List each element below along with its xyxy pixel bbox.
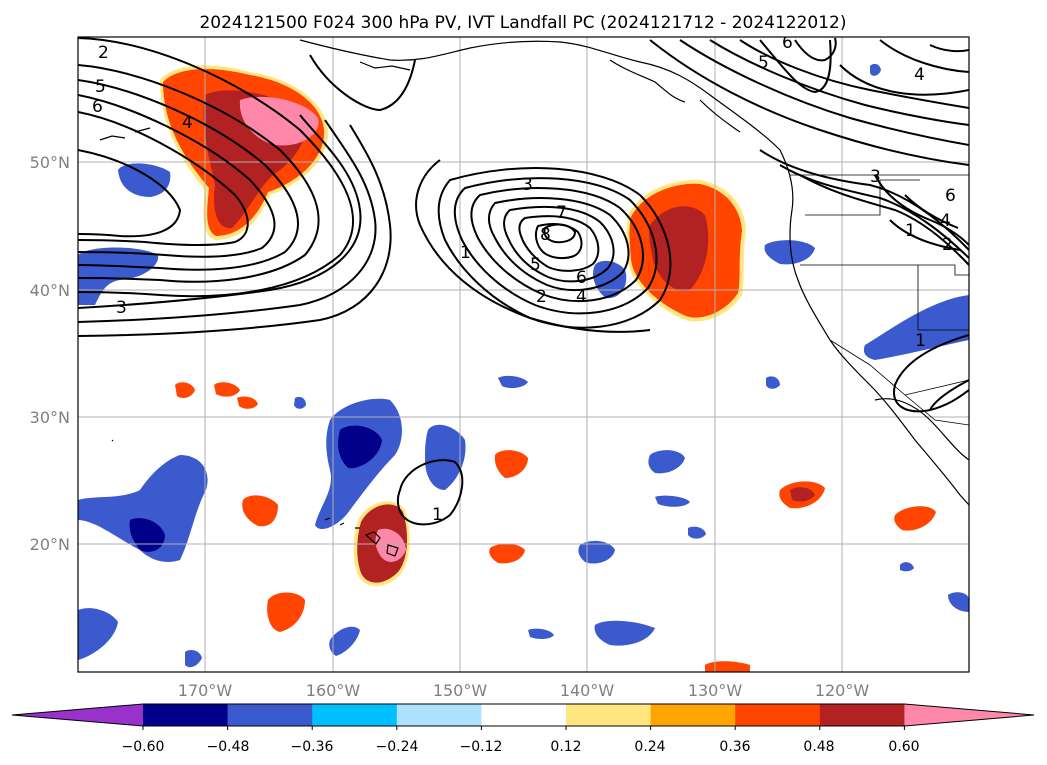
colorbar-tick-label: −0.24 xyxy=(376,739,419,755)
contour-label: 1 xyxy=(460,243,471,263)
colorbar-segment xyxy=(312,704,398,726)
lon-label: 130°W xyxy=(688,681,743,700)
graticule xyxy=(78,37,969,672)
contour-label-group: 2 5 6 4 3 3 7 8 1 5 6 2 4 1 6 5 4 6 4 2 … xyxy=(92,33,956,525)
lon-label: 160°W xyxy=(306,681,361,700)
longitude-labels: 170°W 160°W 150°W 140°W 130°W 120°W xyxy=(178,681,870,700)
lon-label: 170°W xyxy=(178,681,233,700)
lat-label: 30°N xyxy=(30,408,70,427)
figure-title: 2024121500 F024 300 hPa PV, IVT Landfall… xyxy=(199,13,846,33)
contour-label: 4 xyxy=(914,65,925,85)
colorbar-segment xyxy=(566,704,652,726)
contour-label: 1 xyxy=(432,505,443,525)
latitude-labels: 50°N 40°N 30°N 20°N xyxy=(30,153,70,554)
colorbar-segment xyxy=(735,704,821,726)
colorbar xyxy=(11,703,1035,730)
lon-label: 140°W xyxy=(560,681,615,700)
colorbar-tick-label: −0.36 xyxy=(291,739,334,755)
contour-label: 1 xyxy=(915,331,926,351)
lat-label: 40°N xyxy=(30,281,70,300)
lon-label: 120°W xyxy=(815,681,870,700)
contour-label: 4 xyxy=(576,287,587,307)
contour-label: 6 xyxy=(576,268,587,288)
contour-label: 2 xyxy=(536,287,547,307)
contour-label: 2 xyxy=(942,235,953,255)
lat-label: 20°N xyxy=(30,535,70,554)
contour-label: 5 xyxy=(530,255,541,275)
colorbar-tick-label: 0.36 xyxy=(719,739,750,755)
pv-contours xyxy=(78,37,969,526)
negative-anomaly-west xyxy=(78,247,159,305)
contour-label: 1 xyxy=(905,221,916,241)
lon-label: 150°W xyxy=(433,681,488,700)
contour-label: 5 xyxy=(95,77,106,97)
contour-label: 2 xyxy=(98,43,109,63)
colorbar-tick-label: 0.12 xyxy=(550,739,581,755)
contour-label: 6 xyxy=(945,186,956,206)
colorbar-tick-label: 0.48 xyxy=(803,739,834,755)
contour-label: 3 xyxy=(870,167,881,187)
colorbar-tick-label: −0.48 xyxy=(207,739,250,755)
coastlines xyxy=(99,39,969,557)
colorbar-tick-label: −0.12 xyxy=(460,739,503,755)
colorbar-segment xyxy=(650,704,736,726)
contour-label: 7 xyxy=(556,203,567,223)
colorbar-segment xyxy=(396,704,482,726)
colorbar-labels: −0.60 −0.48 −0.36 −0.24 −0.12 0.12 0.24 … xyxy=(122,739,920,755)
colorbar-extend-low xyxy=(12,704,143,726)
contour-label: 6 xyxy=(92,97,103,117)
contour-label: 5 xyxy=(758,53,769,73)
colorbar-extend-high xyxy=(904,704,1034,726)
contour-label: 4 xyxy=(940,211,951,231)
map-panel: 2 5 6 4 3 3 7 8 1 5 6 2 4 1 6 5 4 6 4 2 … xyxy=(78,33,969,672)
map-frame xyxy=(77,36,970,673)
colorbar-segment xyxy=(819,704,905,726)
colorbar-tick-label: 0.24 xyxy=(634,739,665,755)
contour-label: 6 xyxy=(782,33,793,53)
lat-label: 50°N xyxy=(30,153,70,172)
contour-label: 8 xyxy=(540,225,551,245)
colorbar-segment xyxy=(227,704,313,726)
colorbar-segment xyxy=(481,704,567,726)
contour-label: 4 xyxy=(182,113,193,133)
contour-label: 3 xyxy=(522,175,533,195)
colorbar-tick-label: 0.60 xyxy=(888,739,919,755)
political-borders xyxy=(790,174,969,426)
colorbar-segment xyxy=(143,704,229,726)
contour-label: 3 xyxy=(116,298,127,318)
colorbar-tick-label: −0.60 xyxy=(122,739,165,755)
